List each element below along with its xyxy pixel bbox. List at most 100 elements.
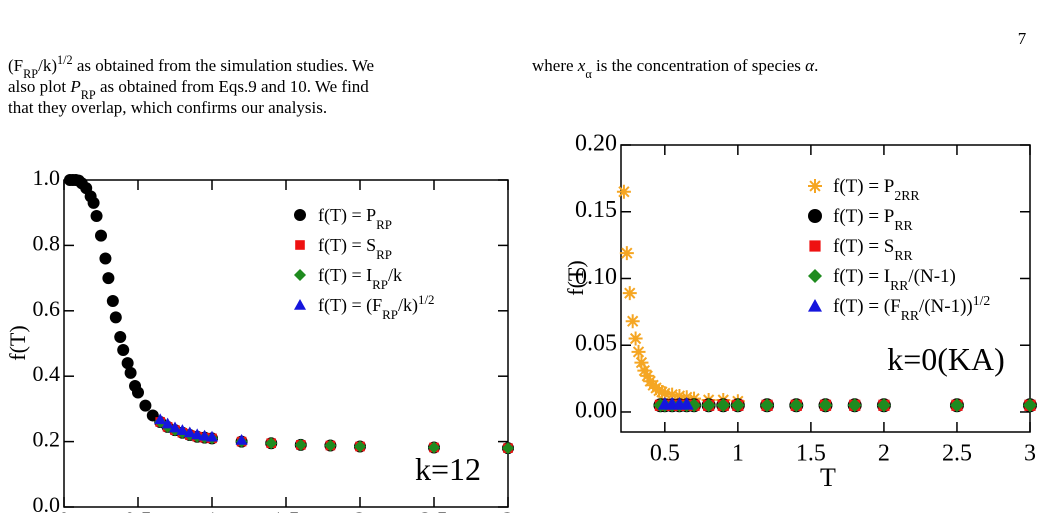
point <box>198 429 211 441</box>
y-tick-label: 0.15 <box>575 197 617 223</box>
body-text-line: where xα is the concentration of species… <box>532 56 818 81</box>
x-tick-label: 3 <box>503 507 514 513</box>
legend-entry: f(T) = (FRP/k)1/2 <box>318 292 435 322</box>
point <box>169 421 181 433</box>
point <box>651 383 666 398</box>
x-tick-label: 1.5 <box>272 507 300 513</box>
text-segment: f(T) = S <box>833 236 894 257</box>
text-segment: f(T) = (F <box>318 295 382 316</box>
text-segment: 2RR <box>894 188 920 203</box>
legend-marker <box>808 179 822 193</box>
point <box>183 426 196 438</box>
text-segment: where <box>532 56 578 75</box>
text-segment: RP <box>81 88 96 102</box>
text-segment: 1/2 <box>418 292 435 307</box>
text-segment: f(T) = I <box>318 265 372 286</box>
text-segment: x <box>577 56 586 75</box>
legend-marker <box>808 209 822 223</box>
text-segment: f(T) = P <box>833 206 894 227</box>
text-segment: that they overlap, which confirms our an… <box>8 98 327 117</box>
point <box>716 398 731 413</box>
point <box>876 398 891 413</box>
y-tick-label: 1.0 <box>33 165 61 190</box>
point <box>665 387 680 402</box>
point <box>657 386 672 401</box>
text-segment: RP <box>376 217 392 232</box>
x-tick-label: 0 <box>59 507 70 513</box>
legend-entry: f(T) = IRP/k <box>318 265 402 292</box>
point <box>789 398 804 413</box>
x-tick-label: 3 <box>1024 441 1036 467</box>
annotation: k=12 <box>415 451 481 487</box>
y-axis-label: f(T) <box>5 325 30 360</box>
text-segment: also plot <box>8 77 70 96</box>
point <box>1023 398 1037 413</box>
legend-marker <box>295 240 305 250</box>
point <box>354 440 366 453</box>
y-tick-label: 0.6 <box>33 296 61 321</box>
legend-marker <box>809 240 821 252</box>
point <box>619 246 634 261</box>
text-segment: f(T) = P <box>318 205 376 226</box>
point <box>654 384 669 399</box>
y-tick-label: 0.05 <box>575 331 617 357</box>
text-segment: α <box>585 67 592 81</box>
point <box>949 398 964 413</box>
text-segment: /(N-1)) <box>919 296 973 317</box>
point <box>701 398 716 413</box>
point <box>640 368 655 383</box>
x-tick-label: 0.5 <box>650 441 680 467</box>
text-segment: RP <box>23 67 38 81</box>
y-tick-label: 0.10 <box>575 264 617 290</box>
legend-marker <box>808 269 822 283</box>
x-tick-label: 1.5 <box>796 441 826 467</box>
point <box>847 398 862 413</box>
point <box>87 196 100 209</box>
point <box>102 272 115 285</box>
y-tick-label: 0.4 <box>33 361 61 386</box>
legend-entry: f(T) = PRP <box>318 205 392 232</box>
legend-entry: f(T) = P2RR <box>833 176 920 203</box>
y-tick-label: 0.8 <box>33 230 61 255</box>
point <box>818 398 833 413</box>
point <box>616 184 631 199</box>
point <box>672 388 687 403</box>
x-tick-label: 1 <box>732 441 744 467</box>
text-segment: f(T) = I <box>833 266 890 287</box>
text-segment: is the concentration of species <box>592 56 805 75</box>
legend-entry: f(T) = SRP <box>318 235 392 262</box>
text-segment: RP <box>372 277 388 292</box>
legend-marker <box>294 269 306 281</box>
text-segment: RP <box>382 307 398 322</box>
point <box>634 355 649 370</box>
legend-entry: f(T) = IRR/(N-1) <box>833 266 956 293</box>
text-segment: α <box>805 56 815 75</box>
point <box>114 330 127 343</box>
legend-entry: f(T) = PRR <box>833 206 913 233</box>
point <box>99 252 112 265</box>
text-segment: 1/2 <box>973 293 991 308</box>
point <box>176 424 189 435</box>
annotation: k=0(KA) <box>887 341 1005 377</box>
point <box>625 314 640 329</box>
y-tick-label: 0.2 <box>33 427 61 452</box>
point <box>324 439 337 452</box>
point <box>95 229 107 242</box>
point <box>132 386 144 399</box>
x-axis-label: T <box>820 463 836 492</box>
point <box>265 437 278 450</box>
text-segment: . <box>814 56 818 75</box>
text-segment: /k) <box>398 295 418 316</box>
text-segment: 1/2 <box>57 53 73 67</box>
text-segment: as obtained from Eqs.9 and 10. We find <box>96 77 370 96</box>
point <box>679 396 694 410</box>
text-segment: f(T) = S <box>318 235 376 256</box>
point <box>637 363 652 378</box>
point <box>154 413 167 425</box>
legend-entry: f(T) = (FRR/(N-1))1/2 <box>833 293 990 323</box>
point <box>730 398 745 413</box>
x-tick-label: 0.5 <box>124 507 152 513</box>
point <box>121 357 134 370</box>
